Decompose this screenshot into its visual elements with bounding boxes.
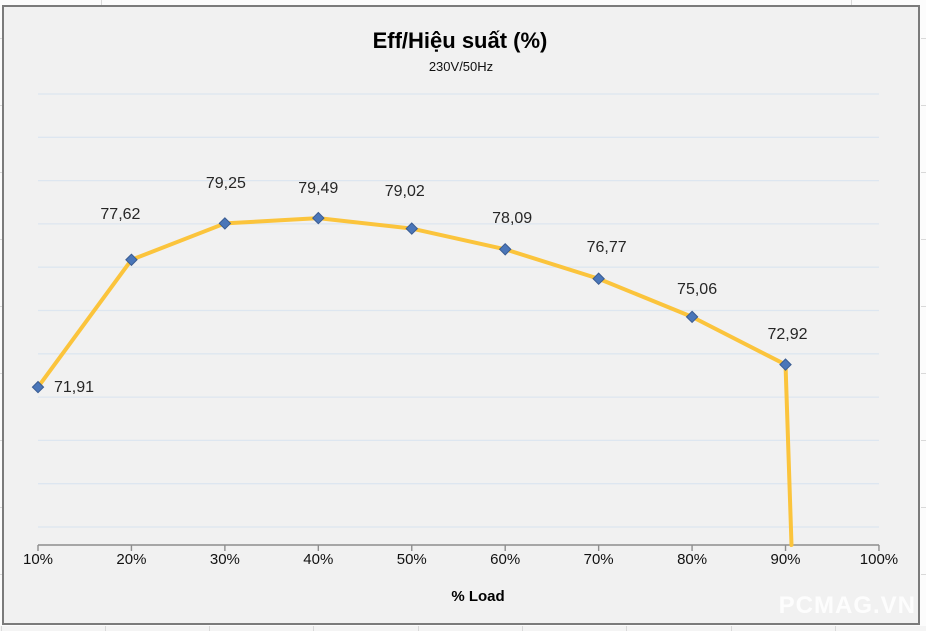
data-label: 71,91 <box>53 379 95 397</box>
x-tick-label: 10% <box>22 551 54 568</box>
data-label: 79,49 <box>298 180 339 198</box>
x-tick-label: 30% <box>209 551 240 568</box>
cell-gridline-stub <box>921 373 926 374</box>
chart-subtitle: 230V/50Hz <box>428 59 494 74</box>
x-tick-label: 70% <box>583 551 614 568</box>
cell-gridline-stub <box>0 626 2 631</box>
cell-gridline-stub <box>921 440 926 441</box>
x-tick-label: 40% <box>303 551 334 568</box>
cell-gridline-stub <box>921 507 926 508</box>
x-axis-title: % Load <box>451 588 505 605</box>
cell-gridline-stub <box>313 626 315 631</box>
cell-gridline-stub <box>626 626 628 631</box>
watermark: PCMAG.VN <box>778 592 916 619</box>
data-label: 78,09 <box>492 210 533 228</box>
data-label: 72,92 <box>767 325 808 343</box>
cell-gridline-stub <box>209 626 211 631</box>
cell-gridline-stub <box>921 172 926 173</box>
cell-gridline-stub <box>417 626 419 631</box>
spreadsheet-bottom-row <box>0 626 926 631</box>
cell-gridline-stub <box>0 239 2 240</box>
cell-gridline-stub <box>921 239 926 240</box>
x-tick-label: 80% <box>677 551 708 568</box>
x-tick-label: 100% <box>859 551 899 568</box>
cell-gridline-stub <box>0 373 2 374</box>
cell-gridline-stub <box>851 0 852 5</box>
cell-gridline-stub <box>921 38 926 39</box>
data-label: 79,25 <box>205 175 246 193</box>
data-label: 79,02 <box>384 182 425 200</box>
cell-gridline-stub <box>0 507 2 508</box>
cell-gridline-stub <box>0 574 2 575</box>
cell-gridline-stub <box>522 626 523 631</box>
x-tick-label: 20% <box>116 551 147 568</box>
cell-gridline-stub <box>0 38 2 39</box>
cell-gridline-stub <box>0 306 2 307</box>
cell-gridline-stub <box>921 574 926 575</box>
cell-gridline-stub <box>730 626 732 631</box>
data-label: 75,06 <box>677 280 718 298</box>
cell-gridline-stub <box>0 105 2 106</box>
cell-gridline-stub <box>921 306 926 307</box>
cell-gridline-stub <box>0 172 2 173</box>
data-label: 76,77 <box>586 238 627 256</box>
x-tick-label: 90% <box>770 551 801 568</box>
x-tick-label: 60% <box>490 551 521 568</box>
x-tick-label: 50% <box>396 551 427 568</box>
cell-gridline-stub <box>104 626 106 631</box>
data-label: 77,62 <box>100 205 141 223</box>
chart-area[interactable] <box>2 5 920 625</box>
cell-gridline-stub <box>834 626 836 631</box>
cell-gridline-stub <box>101 0 102 5</box>
chart-title: Eff/Hiệu suất (%) <box>372 28 548 53</box>
cell-gridline-stub <box>921 105 926 106</box>
cell-gridline-stub <box>0 440 2 441</box>
